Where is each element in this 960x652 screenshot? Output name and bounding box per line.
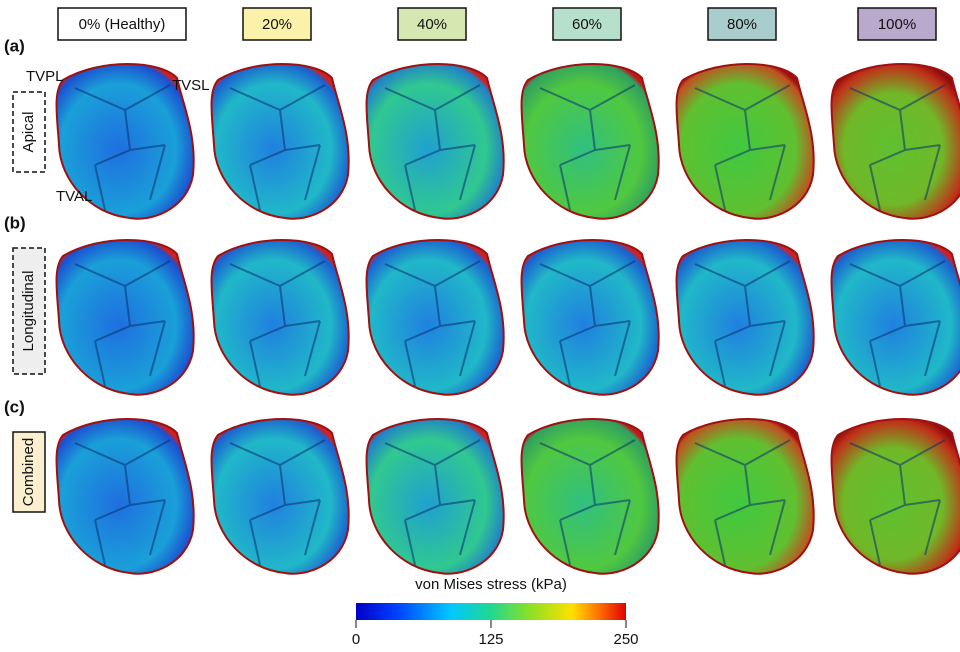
valve-surface (57, 419, 194, 574)
column-header: 20% (262, 16, 292, 33)
valve-surface (212, 64, 349, 219)
valve-surface (677, 419, 814, 574)
valve-rendering (832, 419, 960, 574)
valve-rendering (212, 64, 349, 219)
valve-surface (522, 64, 659, 219)
column-header: 0% (Healthy) (79, 16, 166, 33)
valve-surface (677, 64, 814, 219)
valve-rendering (522, 419, 659, 574)
valve-surface (677, 240, 814, 395)
row-tag: (c) (4, 397, 25, 416)
valve-surface (367, 64, 504, 219)
row-label: Combined (20, 438, 37, 506)
valve-rendering (212, 419, 349, 574)
colorbar-title: von Mises stress (kPa) (415, 576, 567, 593)
column-header: 60% (572, 16, 602, 33)
colorbar (356, 603, 626, 620)
valve-surface (522, 240, 659, 395)
valve-surface (212, 240, 349, 395)
column-header: 80% (727, 16, 757, 33)
colorbar-tick-label: 125 (478, 631, 503, 647)
valve-rendering (832, 240, 960, 395)
valve-rendering (212, 240, 349, 395)
valve-rendering (367, 240, 504, 395)
row-label: Apical (20, 112, 37, 153)
valve-surface (522, 419, 659, 574)
valve-surface (367, 419, 504, 574)
valve-surface (367, 240, 504, 395)
valve-surface (57, 240, 194, 395)
valve-rendering (677, 240, 814, 395)
valve-rendering (57, 240, 194, 395)
valve-rendering (522, 64, 659, 219)
valve-rendering (367, 419, 504, 574)
annotation: TVPL (26, 68, 64, 85)
valve-rendering (57, 419, 194, 574)
valve-rendering (832, 64, 960, 219)
annotation: TVSL (172, 77, 210, 94)
valve-rendering (522, 240, 659, 395)
valve-rendering (677, 419, 814, 574)
column-header: 100% (878, 16, 916, 33)
colorbar-tick-label: 250 (613, 631, 638, 647)
row-label: Longitudinal (20, 271, 37, 352)
valve-rendering (367, 64, 504, 219)
row-tag: (b) (4, 213, 26, 232)
annotation: TVAL (56, 188, 92, 205)
valve-surface (212, 419, 349, 574)
row-tag: (a) (4, 36, 25, 55)
valve-rendering (677, 64, 814, 219)
column-header: 40% (417, 16, 447, 33)
colorbar-tick-label: 0 (352, 631, 360, 647)
